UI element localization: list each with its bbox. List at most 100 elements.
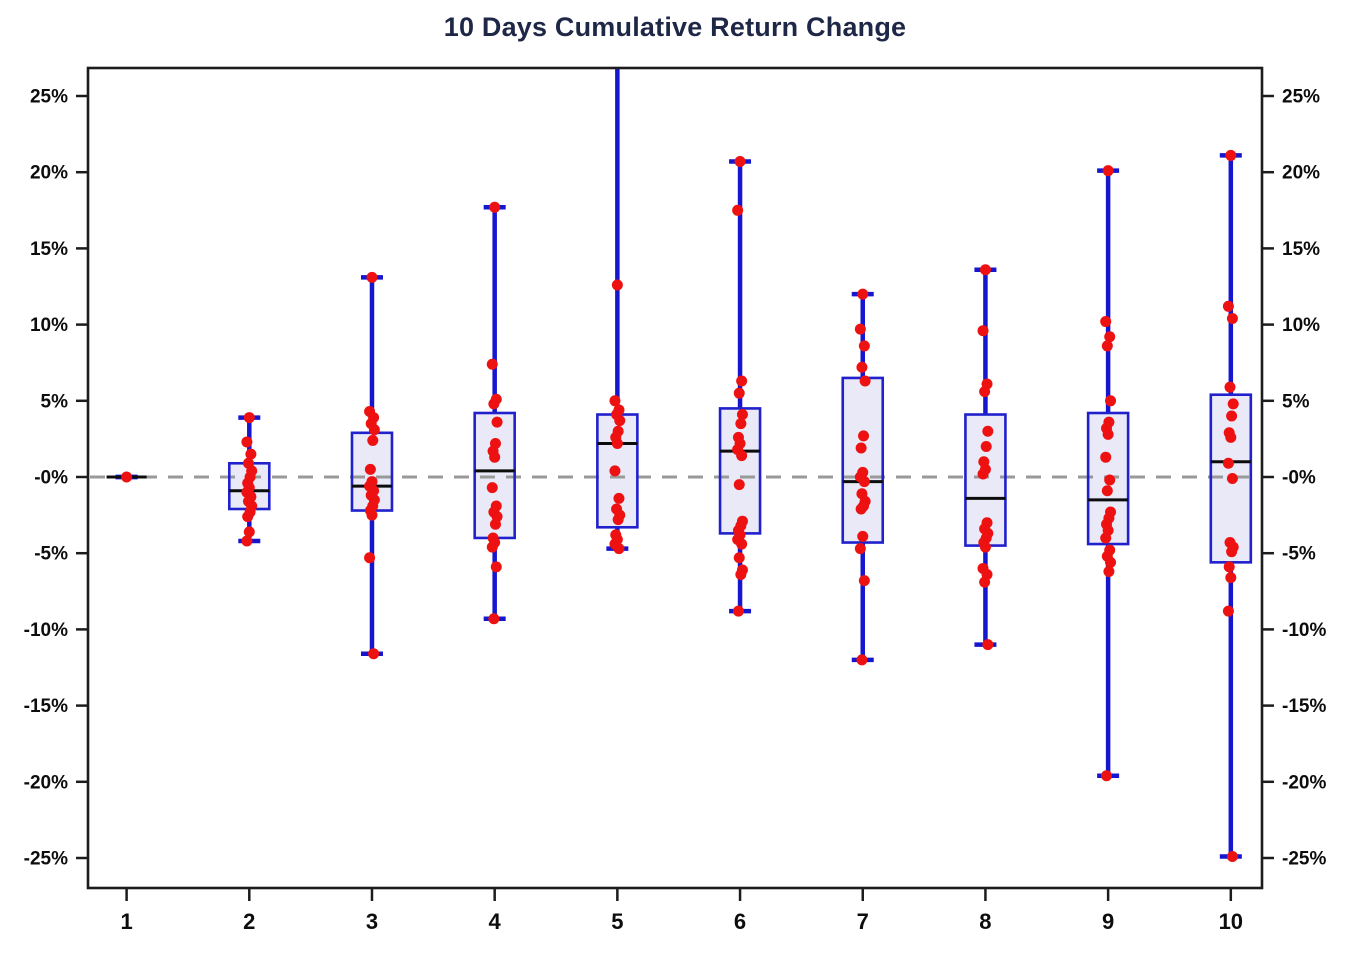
- data-point: [856, 361, 868, 373]
- data-point: [1100, 532, 1112, 544]
- data-point: [243, 526, 255, 538]
- points-day-8: [977, 264, 994, 651]
- data-point: [1104, 474, 1116, 486]
- y-tick-label-left: -5%: [34, 544, 68, 565]
- data-point: [1103, 565, 1115, 577]
- data-point: [368, 648, 380, 660]
- data-point: [856, 654, 868, 666]
- data-point: [979, 264, 991, 276]
- data-point: [736, 450, 748, 462]
- plot-frame: [86, 66, 1264, 890]
- data-point: [855, 442, 867, 454]
- y-tick-label-right: 15%: [1282, 239, 1320, 260]
- data-point: [977, 325, 989, 337]
- data-point: [1222, 457, 1234, 469]
- data-point: [858, 340, 870, 352]
- y-tick-label-right: -5%: [1282, 544, 1316, 565]
- data-point: [1226, 850, 1238, 862]
- data-point: [1222, 300, 1234, 312]
- data-point: [736, 409, 748, 421]
- data-point: [242, 511, 254, 523]
- y-tick-label-right: -20%: [1282, 772, 1326, 793]
- data-point: [1101, 485, 1113, 497]
- x-tick-label: 9: [1102, 909, 1114, 934]
- data-point: [245, 448, 257, 460]
- data-point: [366, 271, 378, 283]
- y-tick-label-left: 10%: [30, 315, 68, 336]
- data-point: [1100, 316, 1112, 328]
- data-point: [1105, 556, 1117, 568]
- data-point: [1102, 165, 1114, 177]
- y-tick-label-right: 25%: [1282, 87, 1320, 108]
- data-point: [486, 358, 498, 370]
- data-point: [858, 476, 870, 488]
- data-point: [1100, 451, 1112, 463]
- data-point: [854, 543, 866, 555]
- data-point: [366, 509, 378, 521]
- x-tick-label: 2: [243, 909, 255, 934]
- data-point: [489, 451, 501, 463]
- data-point: [859, 375, 871, 387]
- data-point: [609, 465, 621, 477]
- data-point: [488, 613, 500, 625]
- data-point: [735, 569, 747, 581]
- boxplot-day-4: [473, 205, 516, 621]
- data-point: [1104, 331, 1116, 343]
- x-tick-label: 3: [366, 909, 378, 934]
- data-point: [490, 561, 502, 573]
- data-point: [858, 430, 870, 442]
- data-point: [979, 386, 991, 398]
- data-point: [489, 201, 501, 213]
- x-tick-label: 5: [611, 909, 623, 934]
- data-point: [1226, 410, 1238, 422]
- data-point: [979, 541, 991, 553]
- data-point: [368, 424, 380, 436]
- data-point: [1226, 313, 1238, 325]
- data-point: [733, 387, 745, 399]
- y-tick-label-left: 20%: [30, 163, 68, 184]
- data-point: [854, 323, 866, 335]
- x-tick-label: 6: [734, 909, 746, 934]
- data-point: [488, 398, 500, 410]
- y-tick-label-left: 15%: [30, 239, 68, 260]
- data-point: [611, 279, 623, 291]
- points-day-3: [364, 271, 380, 660]
- data-point: [611, 437, 623, 449]
- data-point: [1101, 770, 1113, 782]
- data-point: [732, 605, 744, 617]
- data-point: [735, 418, 747, 430]
- points-day-1: [121, 471, 133, 483]
- data-point: [855, 503, 867, 515]
- data-point: [857, 530, 869, 542]
- y-tick-label-right: -15%: [1282, 696, 1326, 717]
- data-point: [241, 535, 253, 547]
- data-point: [364, 552, 376, 564]
- data-point: [486, 482, 498, 494]
- data-point: [1226, 546, 1238, 558]
- y-tick-label-left: 25%: [30, 87, 68, 108]
- data-point: [613, 492, 625, 504]
- chart-title: 10 Days Cumulative Return Change: [443, 12, 907, 42]
- data-point: [489, 518, 501, 530]
- data-point: [736, 375, 748, 387]
- data-point: [1227, 398, 1239, 410]
- data-point: [1105, 395, 1117, 407]
- data-point: [736, 538, 748, 550]
- points-day-4: [486, 201, 503, 625]
- y-tick-label-right: -25%: [1282, 849, 1326, 870]
- data-point: [980, 441, 992, 453]
- data-point: [733, 479, 745, 491]
- boxplot-day-9: [1086, 168, 1130, 778]
- box-day-9: [1086, 411, 1130, 546]
- y-tick-label-left: -20%: [24, 772, 68, 793]
- data-point: [364, 463, 376, 475]
- data-point: [977, 468, 989, 480]
- y-tick-label-left: 5%: [41, 391, 69, 412]
- data-point: [1226, 473, 1238, 485]
- y-tick-label-right: -10%: [1282, 620, 1326, 641]
- data-point: [858, 575, 870, 587]
- x-tick-label: 4: [489, 909, 502, 934]
- data-point: [733, 552, 745, 564]
- x-tick-label: 8: [979, 909, 991, 934]
